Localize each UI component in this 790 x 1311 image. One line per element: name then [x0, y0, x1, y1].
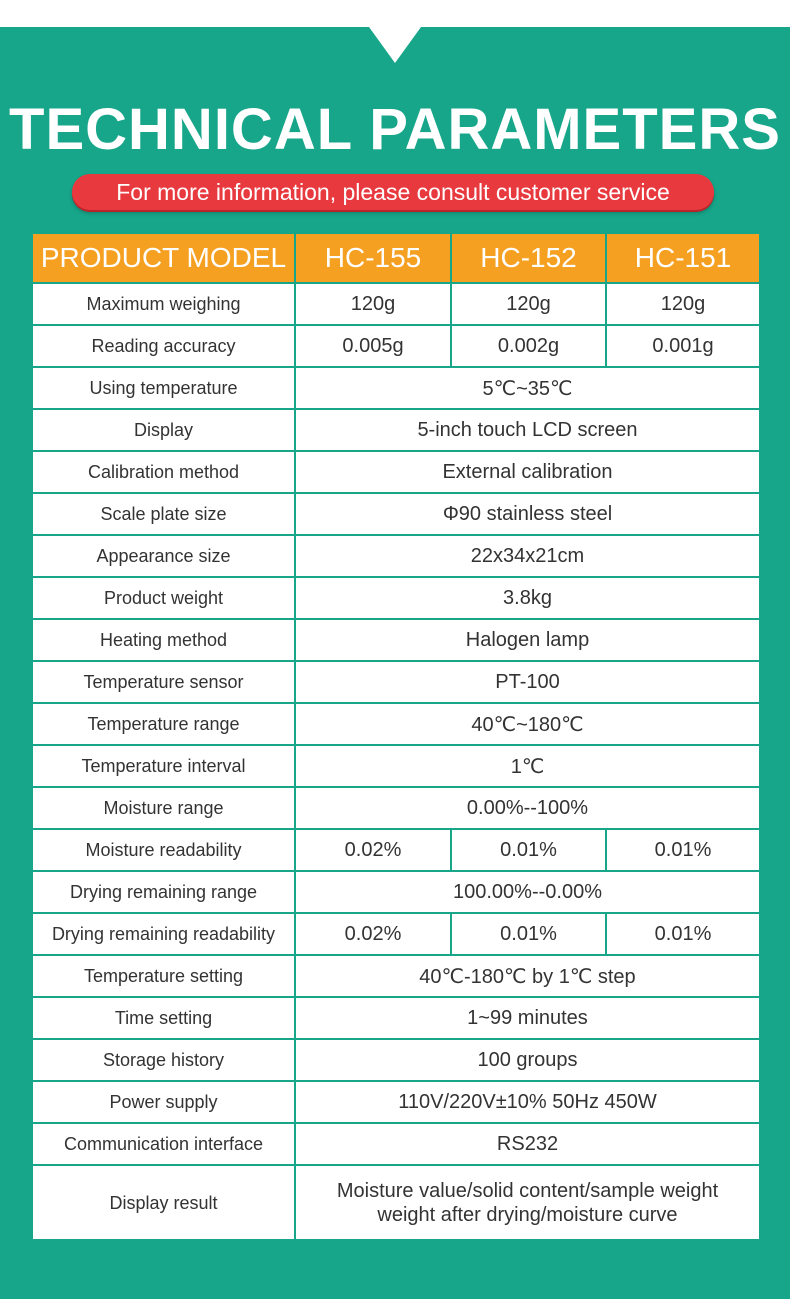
table-row: Calibration method External calibration — [31, 450, 761, 494]
cell-value: 1℃ — [294, 744, 761, 788]
cell-value: 40℃-180℃ by 1℃ step — [294, 954, 761, 998]
cell-value: 0.002g — [450, 324, 607, 368]
table-row: Moisture readability 0.02% 0.01% 0.01% — [31, 828, 761, 872]
cell-value: 120g — [294, 282, 452, 326]
row-label: Display result — [31, 1164, 296, 1239]
table-row: Time setting 1~99 minutes — [31, 996, 761, 1040]
row-label: Temperature sensor — [31, 660, 296, 704]
down-arrow-notch-icon — [369, 27, 421, 63]
cell-value: 120g — [450, 282, 607, 326]
row-label: Temperature range — [31, 702, 296, 746]
row-label: Temperature setting — [31, 954, 296, 998]
cell-value: 0.02% — [294, 912, 452, 956]
cell-value: 110V/220V±10% 50Hz 450W — [294, 1080, 761, 1124]
row-label: Heating method — [31, 618, 296, 662]
table-row: Maximum weighing 120g 120g 120g — [31, 282, 761, 326]
table-row: Power supply 110V/220V±10% 50Hz 450W — [31, 1080, 761, 1124]
table-row: Temperature range 40℃~180℃ — [31, 702, 761, 746]
cell-value: 100.00%--0.00% — [294, 870, 761, 914]
cell-value: 3.8kg — [294, 576, 761, 620]
table-row: Display result Moisture value/solid cont… — [31, 1164, 761, 1239]
cell-value-multiline: Moisture value/solid content/sample weig… — [294, 1164, 761, 1239]
cell-value: 5-inch touch LCD screen — [294, 408, 761, 452]
row-label: Maximum weighing — [31, 282, 296, 326]
table-row: Temperature interval 1℃ — [31, 744, 761, 788]
table-row: Moisture range 0.00%--100% — [31, 786, 761, 830]
spec-table: PRODUCT MODEL HC-155 HC-152 HC-151 Maxim… — [31, 232, 761, 1239]
column-header-product-model: PRODUCT MODEL — [31, 232, 296, 284]
cell-value: Φ90 stainless steel — [294, 492, 761, 536]
row-label: Scale plate size — [31, 492, 296, 536]
cell-value: 0.01% — [605, 828, 761, 872]
table-row: Scale plate size Φ90 stainless steel — [31, 492, 761, 536]
cell-value: 22x34x21cm — [294, 534, 761, 578]
row-label: Calibration method — [31, 450, 296, 494]
row-label: Moisture range — [31, 786, 296, 830]
cell-value: 100 groups — [294, 1038, 761, 1082]
cell-value: 0.01% — [450, 828, 607, 872]
table-row: Appearance size 22x34x21cm — [31, 534, 761, 578]
column-header-hc-151: HC-151 — [605, 232, 761, 284]
table-row: Using temperature 5℃~35℃ — [31, 366, 761, 410]
cell-value: 0.005g — [294, 324, 452, 368]
cell-line: Moisture value/solid content/sample weig… — [336, 1179, 719, 1202]
column-header-hc-155: HC-155 — [294, 232, 452, 284]
cell-value: 0.00%--100% — [294, 786, 761, 830]
cell-value: 0.02% — [294, 828, 452, 872]
cell-value: 1~99 minutes — [294, 996, 761, 1040]
row-label: Power supply — [31, 1080, 296, 1124]
table-header-row: PRODUCT MODEL HC-155 HC-152 HC-151 — [31, 232, 761, 284]
cell-value: 5℃~35℃ — [294, 366, 761, 410]
cell-value: PT-100 — [294, 660, 761, 704]
row-label: Temperature interval — [31, 744, 296, 788]
table-row: Heating method Halogen lamp — [31, 618, 761, 662]
table-row: Product weight 3.8kg — [31, 576, 761, 620]
row-label: Display — [31, 408, 296, 452]
cell-value: 0.01% — [605, 912, 761, 956]
page-title: TECHNICAL PARAMETERS — [9, 97, 781, 162]
row-label: Moisture readability — [31, 828, 296, 872]
table-row: Communication interface RS232 — [31, 1122, 761, 1166]
column-header-hc-152: HC-152 — [450, 232, 607, 284]
cell-value: External calibration — [294, 450, 761, 494]
row-label: Drying remaining range — [31, 870, 296, 914]
table-row: Temperature sensor PT-100 — [31, 660, 761, 704]
row-label: Reading accuracy — [31, 324, 296, 368]
cell-value: Halogen lamp — [294, 618, 761, 662]
cell-value: RS232 — [294, 1122, 761, 1166]
cell-line: weight after drying/moisture curve — [377, 1203, 678, 1226]
row-label: Time setting — [31, 996, 296, 1040]
row-label: Drying remaining readability — [31, 912, 296, 956]
row-label: Storage history — [31, 1038, 296, 1082]
cell-value: 0.01% — [450, 912, 607, 956]
cell-value: 120g — [605, 282, 761, 326]
cell-value: 0.001g — [605, 324, 761, 368]
table-row: Storage history 100 groups — [31, 1038, 761, 1082]
table-row: Temperature setting 40℃-180℃ by 1℃ step — [31, 954, 761, 998]
row-label: Using temperature — [31, 366, 296, 410]
table-row: Reading accuracy 0.005g 0.002g 0.001g — [31, 324, 761, 368]
table-row: Display 5-inch touch LCD screen — [31, 408, 761, 452]
cell-value: 40℃~180℃ — [294, 702, 761, 746]
consult-banner: For more information, please consult cus… — [72, 174, 714, 210]
row-label: Product weight — [31, 576, 296, 620]
table-row: Drying remaining range 100.00%--0.00% — [31, 870, 761, 914]
table-row: Drying remaining readability 0.02% 0.01%… — [31, 912, 761, 956]
row-label: Communication interface — [31, 1122, 296, 1166]
row-label: Appearance size — [31, 534, 296, 578]
